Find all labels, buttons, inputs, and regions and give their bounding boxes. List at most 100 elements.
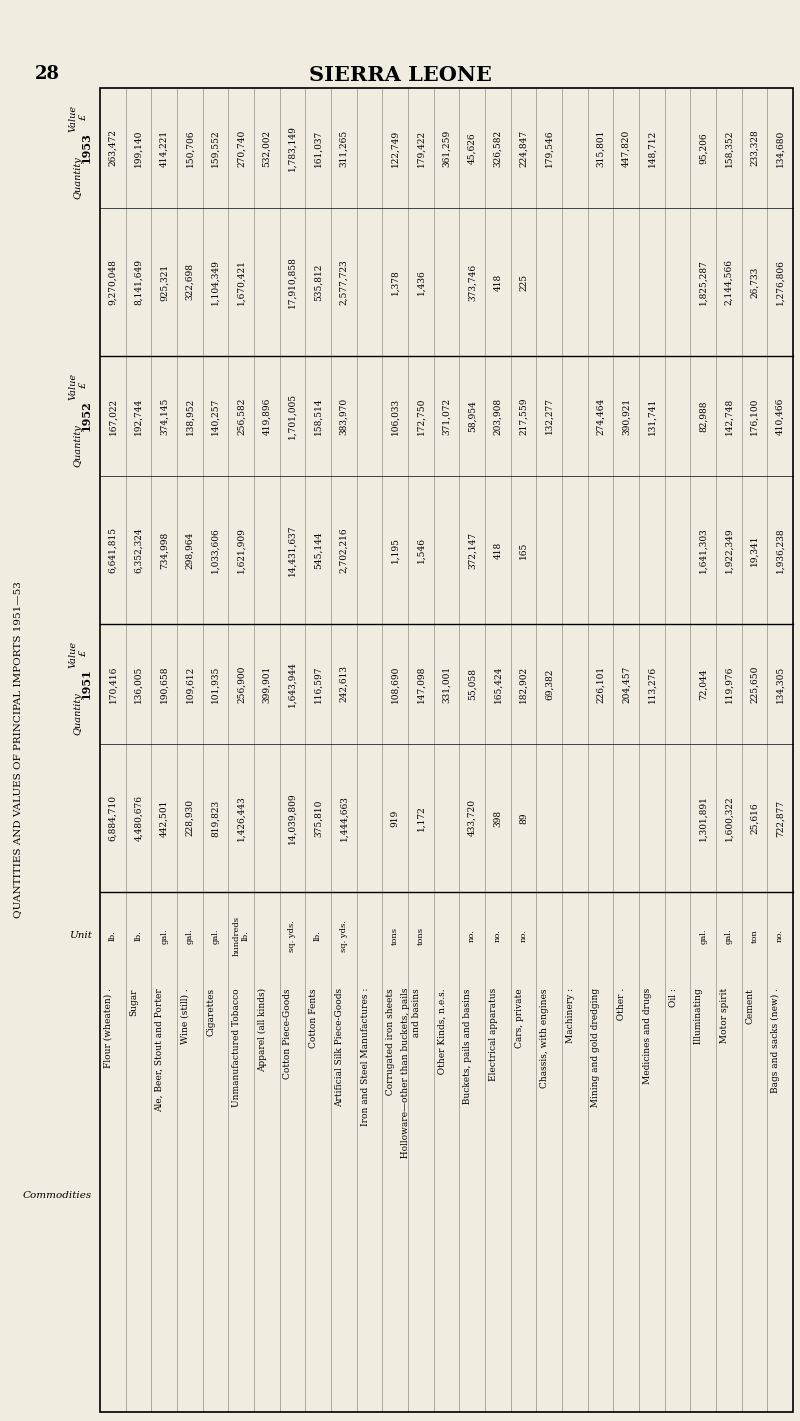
Text: 256,900: 256,900 [237,665,246,703]
Text: 532,002: 532,002 [262,129,271,166]
Text: Mining and gold dredging: Mining and gold dredging [591,988,601,1113]
Text: 263,472: 263,472 [108,129,118,166]
Text: 433,720: 433,720 [468,800,477,837]
Text: Illuminating: Illuminating [694,988,703,1050]
Text: 138,952: 138,952 [186,398,194,435]
Text: 6,352,324: 6,352,324 [134,527,143,573]
Text: 1,922,349: 1,922,349 [724,527,734,573]
Text: Wine (still) .: Wine (still) . [181,988,190,1044]
Text: Cars, private: Cars, private [514,988,523,1047]
Text: 1,783,149: 1,783,149 [288,125,297,171]
Text: no.: no. [494,929,502,942]
Text: 1952: 1952 [81,401,92,432]
Text: 315,801: 315,801 [596,129,605,166]
Text: 192,744: 192,744 [134,398,143,435]
Text: Quantity: Quantity [74,156,82,199]
Text: 131,741: 131,741 [647,398,656,435]
Text: gal.: gal. [699,928,707,944]
Text: 119,976: 119,976 [724,665,734,703]
Text: 1,643,944: 1,643,944 [288,661,297,706]
Text: 331,001: 331,001 [442,665,451,702]
Text: 136,005: 136,005 [134,665,143,703]
Text: 165,424: 165,424 [494,665,502,703]
Text: SIERRA LEONE: SIERRA LEONE [309,65,491,85]
Text: 108,690: 108,690 [390,665,400,703]
Text: QUANTITIES AND VALUES OF PRINCIPAL IMPORTS 1951—53: QUANTITIES AND VALUES OF PRINCIPAL IMPOR… [14,581,22,918]
Text: no.: no. [519,929,527,942]
Text: 6,641,815: 6,641,815 [108,527,118,573]
Text: 179,422: 179,422 [416,129,426,166]
Text: 1,195: 1,195 [390,537,400,563]
Text: 1,104,349: 1,104,349 [211,259,220,306]
Text: 374,145: 374,145 [160,398,169,435]
Text: sq. yds.: sq. yds. [340,919,348,952]
Text: 1,378: 1,378 [390,269,400,296]
Text: 199,140: 199,140 [134,129,143,166]
Text: 414,221: 414,221 [160,129,169,166]
Text: 419,896: 419,896 [262,398,271,435]
Text: 182,902: 182,902 [519,665,528,702]
Text: 1,276,806: 1,276,806 [776,259,785,306]
Text: 390,921: 390,921 [622,398,630,435]
Text: 1,033,606: 1,033,606 [211,527,220,573]
Text: Flour (wheaten) .: Flour (wheaten) . [104,988,113,1069]
Text: 58,954: 58,954 [468,401,477,432]
Text: Artificial Silk Piece-Goods: Artificial Silk Piece-Goods [335,988,344,1107]
Text: 142,748: 142,748 [724,398,734,435]
Text: ton: ton [750,929,758,944]
Text: 147,098: 147,098 [416,665,426,703]
Text: 217,559: 217,559 [519,398,528,435]
Text: 225,650: 225,650 [750,665,759,703]
Text: Apparel (all kinds): Apparel (all kinds) [258,988,267,1071]
Text: 225: 225 [519,273,528,290]
Text: 170,416: 170,416 [108,665,118,703]
Text: 1,670,421: 1,670,421 [237,259,246,306]
Text: 14,431,637: 14,431,637 [288,524,297,576]
Text: 204,457: 204,457 [622,665,630,703]
Text: 140,257: 140,257 [211,398,220,435]
Text: lb.: lb. [314,931,322,941]
Text: sq. yds.: sq. yds. [289,919,297,952]
Text: 9,270,048: 9,270,048 [108,259,118,306]
Text: gal.: gal. [186,928,194,944]
Text: 442,501: 442,501 [160,799,169,837]
Text: 176,100: 176,100 [750,398,759,435]
Text: 1,172: 1,172 [416,806,426,831]
Text: no.: no. [468,929,476,942]
Text: 418: 418 [494,541,502,558]
Text: 72,044: 72,044 [698,668,708,699]
Text: 270,740: 270,740 [237,129,246,166]
Text: 95,206: 95,206 [698,132,708,163]
Text: 148,712: 148,712 [647,129,656,166]
Text: 447,820: 447,820 [622,129,630,166]
Text: lb.: lb. [109,931,117,941]
Text: 55,058: 55,058 [468,668,477,701]
Text: 722,877: 722,877 [776,800,785,837]
Text: tons: tons [391,926,399,945]
Text: 224,847: 224,847 [519,129,528,166]
Text: 89: 89 [519,813,528,824]
Text: Other .: Other . [617,988,626,1026]
Text: Chassis, with engines: Chassis, with engines [540,988,549,1087]
Text: 322,698: 322,698 [186,263,194,300]
Text: 734,998: 734,998 [160,531,169,568]
Text: 373,746: 373,746 [468,263,477,301]
Text: 228,930: 228,930 [186,800,194,837]
Text: 819,823: 819,823 [211,800,220,837]
Text: 919: 919 [390,810,400,827]
Text: Cement: Cement [746,988,754,1025]
Text: 372,147: 372,147 [468,531,477,568]
Text: 535,812: 535,812 [314,263,322,301]
Text: Holloware—other than buckets, pails
  and basins: Holloware—other than buckets, pails and … [402,988,421,1164]
Text: Buckets, pails and basins: Buckets, pails and basins [463,988,472,1110]
Text: 298,964: 298,964 [186,531,194,568]
Text: 925,321: 925,321 [160,263,169,301]
Text: Ale, Beer, Stout and Porter: Ale, Beer, Stout and Porter [155,988,164,1111]
Text: 256,582: 256,582 [237,398,246,435]
Text: 203,908: 203,908 [494,398,502,435]
Text: 134,305: 134,305 [776,665,785,702]
Text: 113,276: 113,276 [647,665,656,702]
Text: 2,577,723: 2,577,723 [339,259,348,306]
Text: 1,825,287: 1,825,287 [698,259,708,306]
Text: 14,039,809: 14,039,809 [288,791,297,844]
